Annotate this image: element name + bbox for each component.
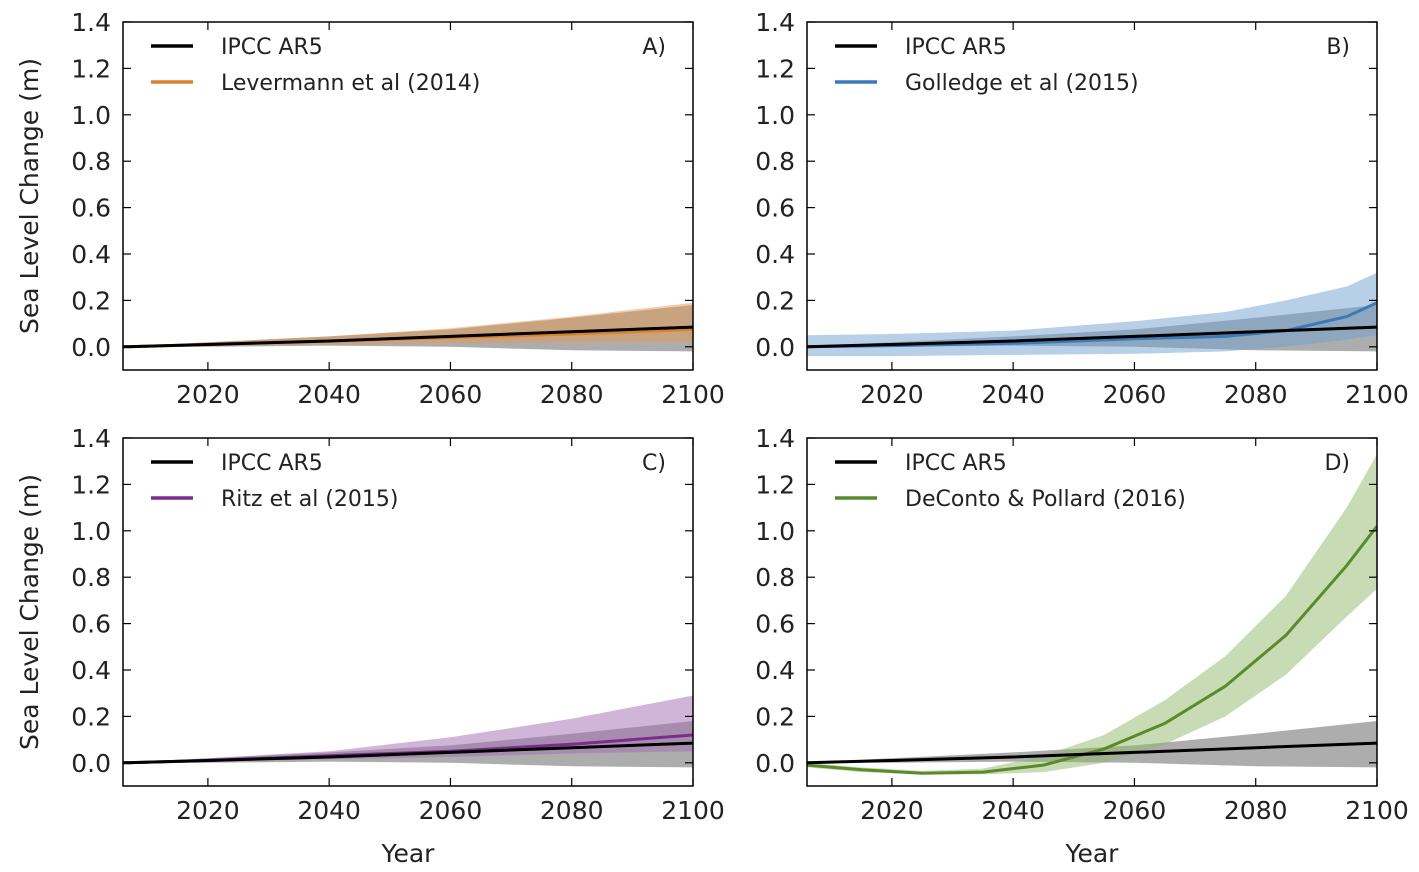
x-tick-label: 2020 [176, 796, 240, 825]
panel-c: 0.0 0.2 0.4 0.6 0.8 1.0 1.2 1.4 2020 2040 2060 2080… [15, 424, 725, 868]
y-tick-label: 0.8 [755, 147, 795, 176]
y-tick-label: 0.4 [755, 240, 795, 269]
y-tick-label: 1.2 [755, 470, 795, 499]
x-tick-label: 2020 [176, 380, 240, 409]
x-tick-label: 2080 [1224, 380, 1288, 409]
x-tick-label: 2100 [1345, 796, 1409, 825]
x-tick-label: 2040 [981, 796, 1045, 825]
plot-area [123, 302, 693, 352]
x-tick-label: 2080 [540, 380, 604, 409]
y-tick-label: 0.4 [755, 656, 795, 685]
panel-b: 0.0 0.2 0.4 0.6 0.8 1.0 1.2 1.4 2020 2040 2060 2080… [755, 8, 1409, 409]
legend-label: IPCC AR5 [221, 35, 323, 60]
y-axis-title: Sea Level Change (m) [15, 474, 44, 750]
y-tick-label: 0.8 [71, 147, 111, 176]
y-axis-title: Sea Level Change (m) [15, 58, 44, 334]
x-tick-label: 2080 [540, 796, 604, 825]
y-tick-label: 0.2 [755, 702, 795, 731]
y-tick-label: 1.2 [71, 470, 111, 499]
y-tick-label: 1.0 [71, 517, 111, 546]
y-tick-label: 0.8 [71, 563, 111, 592]
x-tick-label: 2060 [419, 796, 483, 825]
y-tick-label: 0.2 [755, 286, 795, 315]
y-tick-label: 0.0 [755, 333, 795, 362]
x-tick-label: 2020 [860, 796, 924, 825]
line-ipcc-ar5 [123, 325, 693, 349]
x-tick-label: 2060 [419, 380, 483, 409]
y-tick-label: 0.6 [755, 194, 795, 223]
y-tick-label: 1.4 [71, 424, 111, 453]
x-tick-label: 2060 [1103, 796, 1167, 825]
y-tick-label: 0.2 [71, 286, 111, 315]
y-tick-label: 0.0 [71, 749, 111, 778]
plot-frame [122, 21, 694, 371]
panel-label: D) [1324, 451, 1350, 476]
panel-a: 0.0 0.2 0.4 0.6 0.8 1.0 1.2 1.4 2020 2040 2060 2080… [15, 8, 725, 409]
x-tick-label: 2040 [981, 380, 1045, 409]
legend-label: IPCC AR5 [905, 451, 1007, 476]
panel-label: A) [642, 35, 666, 60]
line-ipcc-ar5 [807, 325, 1377, 349]
y-tick-label: 1.4 [71, 8, 111, 37]
plot-area [807, 454, 1377, 775]
x-tick-label: 2040 [297, 380, 361, 409]
x-axis-title: Year [381, 839, 436, 868]
band-ipcc-ar5 [807, 721, 1377, 768]
panel-d: 0.0 0.2 0.4 0.6 0.8 1.0 1.2 1.4 2020 2040 2060 2080… [755, 424, 1409, 868]
plot-frame [806, 437, 1378, 787]
x-tick-label: 2080 [1224, 796, 1288, 825]
y-tick-label: 1.2 [755, 54, 795, 83]
plot-frame [806, 21, 1378, 371]
band-model [807, 454, 1377, 775]
y-tick-label: 0.8 [755, 563, 795, 592]
legend-label: DeConto & Pollard (2016) [905, 487, 1186, 512]
y-tick-label: 0.4 [71, 656, 111, 685]
y-tick-label: 0.0 [755, 749, 795, 778]
y-tick-label: 0.4 [71, 240, 111, 269]
x-tick-label: 2100 [661, 796, 725, 825]
plot-area [807, 272, 1377, 357]
legend-label: Ritz et al (2015) [221, 487, 398, 512]
panel-label: B) [1326, 35, 1350, 60]
legend-label: IPCC AR5 [221, 451, 323, 476]
plot-area [123, 695, 693, 768]
panel-label: C) [642, 451, 666, 476]
x-tick-label: 2020 [860, 380, 924, 409]
y-tick-label: 1.0 [755, 517, 795, 546]
plot-frame [122, 437, 694, 787]
line-ipcc-ar5 [123, 741, 693, 765]
x-tick-label: 2100 [1345, 380, 1409, 409]
x-tick-label: 2100 [661, 380, 725, 409]
y-tick-label: 1.0 [755, 101, 795, 130]
y-tick-label: 1.4 [755, 424, 795, 453]
legend-label: IPCC AR5 [905, 35, 1007, 60]
y-tick-label: 0.6 [71, 610, 111, 639]
y-tick-label: 0.6 [71, 194, 111, 223]
y-tick-label: 0.0 [71, 333, 111, 362]
line-ipcc-ar5 [807, 741, 1377, 765]
legend-label: Levermann et al (2014) [221, 71, 480, 96]
y-tick-label: 0.6 [755, 610, 795, 639]
y-tick-label: 1.2 [71, 54, 111, 83]
x-tick-label: 2060 [1103, 380, 1167, 409]
legend-label: Golledge et al (2015) [905, 71, 1139, 96]
y-tick-label: 1.4 [755, 8, 795, 37]
x-axis-title: Year [1065, 839, 1120, 868]
y-tick-label: 0.2 [71, 702, 111, 731]
line-model [807, 525, 1377, 775]
x-tick-label: 2040 [297, 796, 361, 825]
y-tick-label: 1.0 [71, 101, 111, 130]
